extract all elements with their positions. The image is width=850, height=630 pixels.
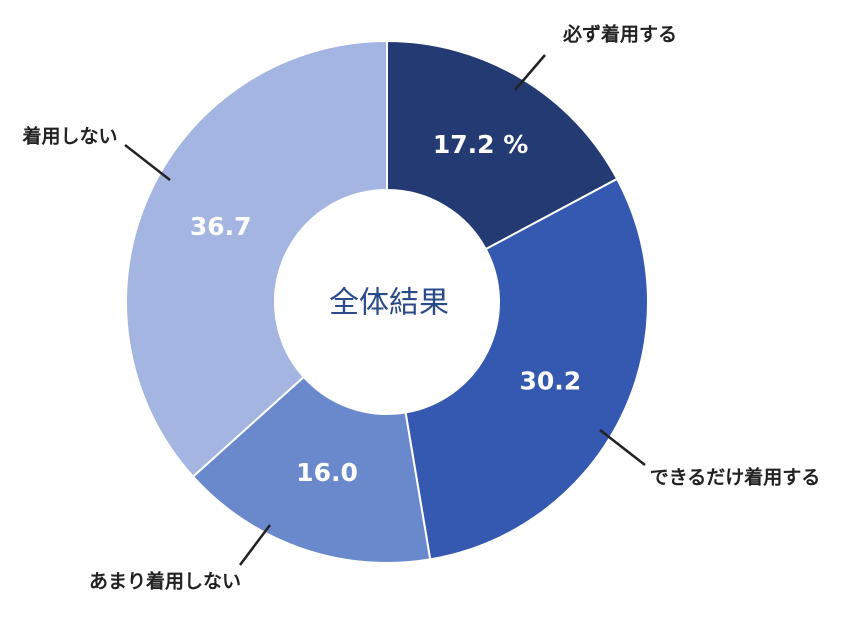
leader-line [599,429,646,466]
donut-hole [275,190,499,414]
category-label: 着用しない [22,125,117,148]
value-label: 16.0 [296,458,358,487]
value-label: 36.7 [190,212,252,241]
value-label: 17.2 % [433,130,528,159]
category-label: できるだけ着用する [650,466,821,489]
leader-line [124,144,171,181]
leader-line [514,54,546,91]
center-title: 全体結果 [329,286,449,321]
category-label: あまり着用しない [89,570,241,593]
category-label: 必ず着用する [562,23,677,46]
value-label: 30.2 [520,366,582,395]
leader-line [239,524,271,566]
slices [125,39,649,564]
